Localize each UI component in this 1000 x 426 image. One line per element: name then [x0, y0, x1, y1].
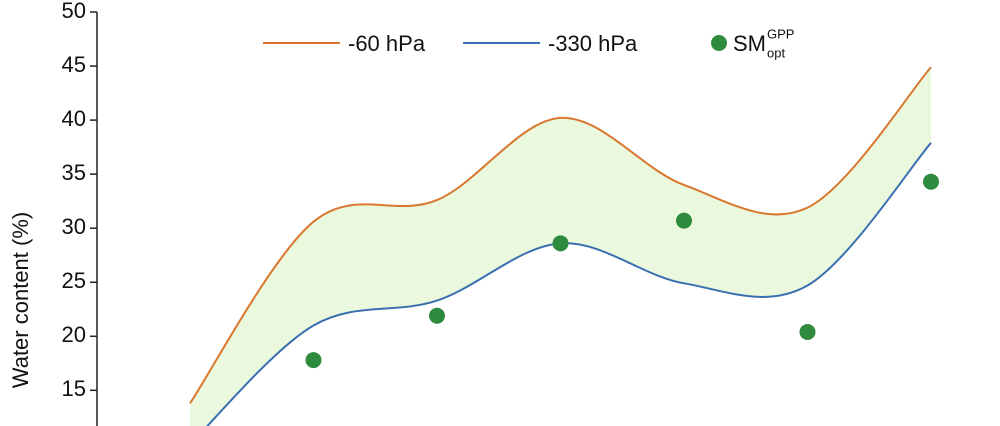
plot-area [189, 66, 939, 426]
series-line [189, 66, 932, 404]
band-fill [190, 67, 931, 426]
legend-label: -60 hPa [348, 31, 426, 56]
legend-marker [711, 35, 727, 51]
y-tick-label: 20 [62, 322, 86, 347]
legend-label-sub: opt [767, 45, 785, 60]
data-point [676, 212, 692, 229]
y-tick-label: 30 [62, 214, 86, 239]
y-tick-label: 50 [62, 0, 86, 23]
data-point [305, 352, 322, 369]
data-point [552, 235, 569, 252]
y-axis-label: Water content (%) [8, 212, 33, 388]
data-point [923, 173, 939, 190]
data-point [429, 307, 445, 324]
y-tick-label: 40 [62, 106, 86, 131]
y-tick-label: 25 [62, 268, 86, 293]
y-tick-label: 35 [62, 160, 86, 185]
legend-label-sup: GPP [767, 26, 794, 41]
legend-label: -330 hPa [548, 31, 638, 56]
y-tick-label: 45 [62, 52, 86, 77]
y-tick-label: 15 [62, 376, 86, 401]
data-point [799, 323, 816, 340]
legend-label: SM [733, 31, 766, 56]
